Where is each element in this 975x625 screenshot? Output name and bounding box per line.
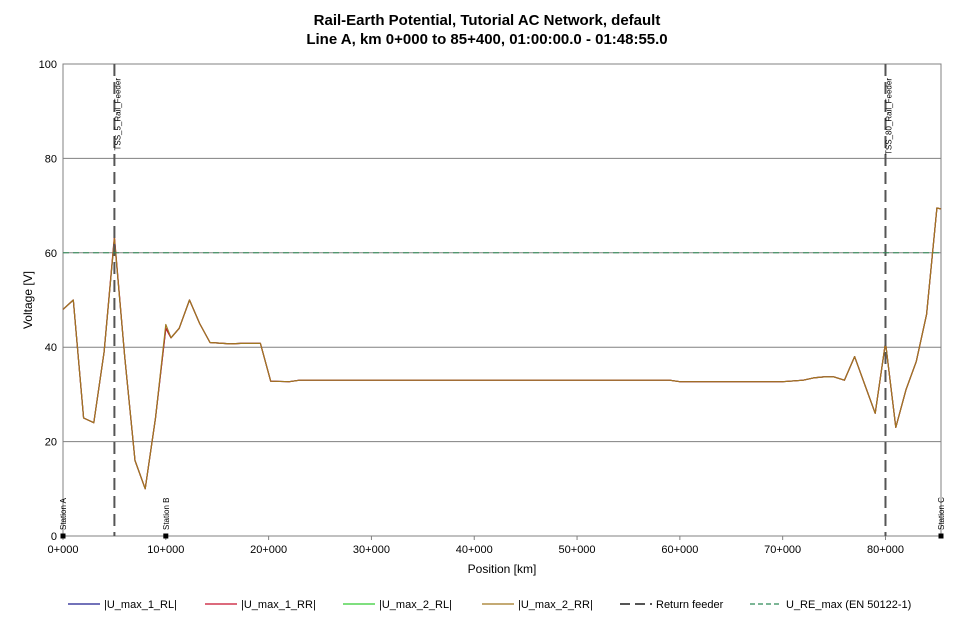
station-label: Station C xyxy=(937,497,946,530)
x-tick-label: 50+000 xyxy=(559,544,596,556)
x-tick-label: 20+000 xyxy=(250,544,287,556)
legend-entry: |U_max_2_RL| xyxy=(379,599,452,611)
feeder-marker-label: TSS_80_Rail_Feeder xyxy=(884,78,893,155)
x-tick-label: 70+000 xyxy=(764,544,801,556)
x-tick-label: 30+000 xyxy=(353,544,390,556)
y-tick-label: 100 xyxy=(39,59,57,71)
legend: |U_max_1_RL| |U_max_1_RR| |U_max_2_RL| |U_m… xyxy=(68,599,911,611)
chart-subtitle: Line A, km 0+000 to 85+400, 01:00:00.0 -… xyxy=(306,31,667,48)
chart-title: Rail-Earth Potential, Tutorial AC Networ… xyxy=(314,12,661,29)
x-tick-label: 10+000 xyxy=(147,544,184,556)
x-tick-label: 0+000 xyxy=(48,544,79,556)
legend-entry: |U_max_1_RL| xyxy=(104,599,177,611)
legend-entry: |U_max_2_RR| xyxy=(518,599,593,611)
plot-area: 0 20 40 60 80 100 0+000 10+000 20+000 30+000 40+00… xyxy=(39,59,946,556)
y-axis-label: Voltage [V] xyxy=(21,271,35,329)
y-tick-label: 60 xyxy=(45,248,57,260)
y-tick-label: 20 xyxy=(45,437,57,449)
legend-entry: Return feeder xyxy=(656,599,724,611)
station-label: Station A xyxy=(59,497,68,530)
feeder-marker-label: TSS_5_Rail_Feeder xyxy=(113,78,122,151)
y-tick-label: 80 xyxy=(45,153,57,165)
series-line xyxy=(62,207,942,490)
x-axis-label: Position [km] xyxy=(468,562,537,576)
x-tick-label: 60+000 xyxy=(661,544,698,556)
station-marker xyxy=(938,533,944,539)
legend-entry: |U_max_1_RR| xyxy=(241,599,316,611)
y-tick-label: 0 xyxy=(51,531,57,543)
x-tick-label: 80+000 xyxy=(867,544,904,556)
x-tick-label: 40+000 xyxy=(456,544,493,556)
legend-entry: U_RE_max (EN 50122-1) xyxy=(786,599,911,611)
y-tick-label: 40 xyxy=(45,342,57,354)
plot-frame xyxy=(62,63,942,537)
series-line xyxy=(62,207,942,490)
series-line xyxy=(62,207,942,490)
station-marker xyxy=(163,533,169,539)
station-marker xyxy=(60,533,66,539)
station-label: Station B xyxy=(162,498,171,530)
